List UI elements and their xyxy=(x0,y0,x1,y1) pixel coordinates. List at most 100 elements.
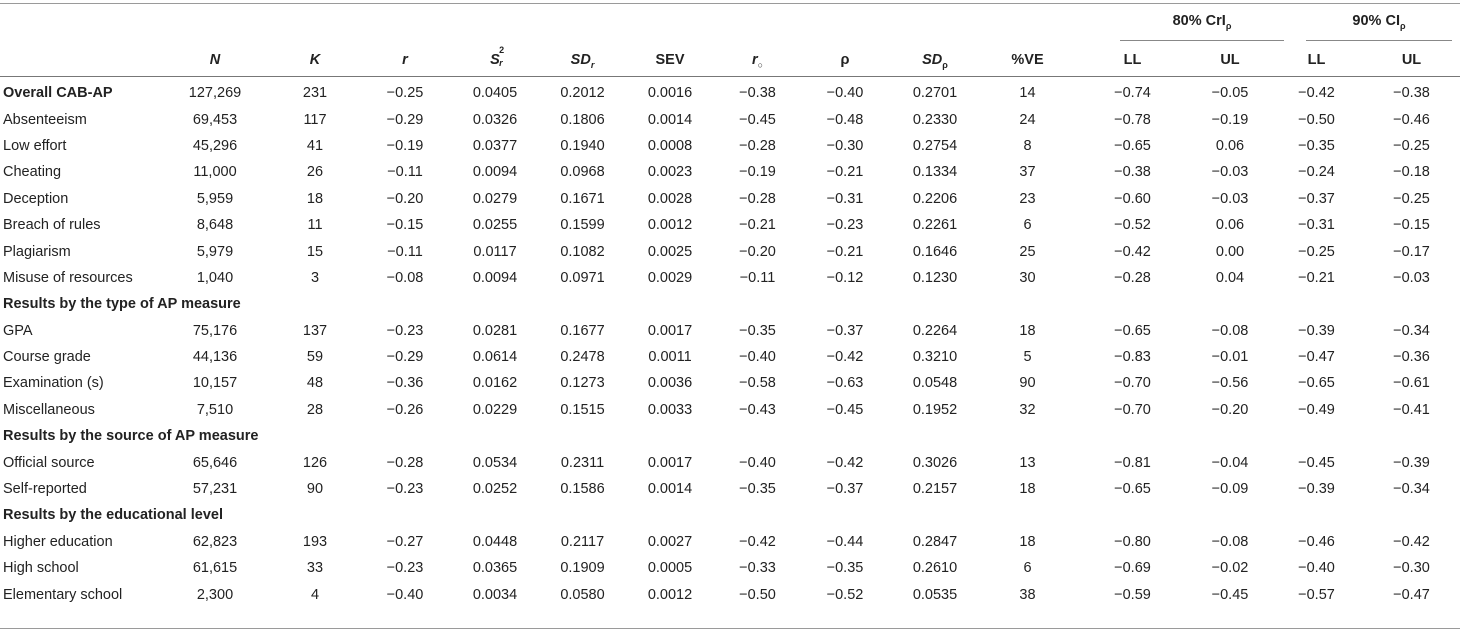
table-cell: −0.37 xyxy=(1298,190,1335,207)
table-cell: −0.03 xyxy=(1393,269,1430,286)
table-cell: −0.61 xyxy=(1393,375,1430,392)
table-cell: 0.1646 xyxy=(912,243,958,260)
row-label: Breach of rules xyxy=(3,217,101,234)
table-cell: −0.25 xyxy=(1298,243,1335,260)
credibility-interval-header: 80% CrIρ xyxy=(1172,13,1232,31)
table-cell: −0.20 xyxy=(739,243,776,260)
table-cell: 0.0033 xyxy=(647,401,693,418)
table-cell: 0.2261 xyxy=(912,217,958,234)
table-cell: 0.04 xyxy=(1215,269,1245,286)
table-cell: −0.42 xyxy=(826,454,864,471)
table-cell: 0.00 xyxy=(1215,243,1245,260)
table-cell: 0.2206 xyxy=(912,190,958,207)
table-cell: 0.0326 xyxy=(472,111,518,128)
table-cell: 0.0971 xyxy=(560,269,605,286)
table-cell: −0.42 xyxy=(1393,533,1430,550)
table-cell: 0.0548 xyxy=(912,375,958,392)
table-cell: 0.2847 xyxy=(912,533,958,550)
table-cell: −0.56 xyxy=(1211,375,1249,392)
table-cell: 0.0025 xyxy=(647,243,693,260)
table-cell: 0.0377 xyxy=(472,137,518,154)
table-cell: −0.19 xyxy=(739,164,776,181)
table-cell: −0.52 xyxy=(1114,217,1151,234)
row-label: Misuse of resources xyxy=(3,269,133,286)
table-cell: −0.20 xyxy=(1211,401,1249,418)
table-cell: 127,269 xyxy=(188,85,242,102)
table-cell: −0.70 xyxy=(1114,375,1151,392)
table-cell: 33 xyxy=(306,560,324,577)
table-cell: 137 xyxy=(302,322,328,339)
table-cell: 3 xyxy=(310,269,320,286)
section-label: Results by the educational level xyxy=(3,507,223,524)
table-cell: 0.1677 xyxy=(560,322,605,339)
table-cell: −0.42 xyxy=(739,533,776,550)
table-cell: 25 xyxy=(1019,243,1036,260)
table-cell: −0.27 xyxy=(386,533,424,550)
table-cell: −0.05 xyxy=(1211,85,1249,102)
table-cell: 18 xyxy=(1019,533,1036,550)
table-cell: 7,510 xyxy=(196,401,234,418)
table-cell: −0.31 xyxy=(1298,217,1335,234)
table-cell: 0.1952 xyxy=(912,401,958,418)
table-cell: −0.15 xyxy=(1393,217,1430,234)
table-row: Higher education 62,823 193 −0.27 0.0448 0.21… xyxy=(0,529,1460,555)
credibility-interval-rule xyxy=(1120,40,1284,41)
table-cell: 0.0016 xyxy=(647,85,693,102)
table-cell: 0.2701 xyxy=(912,85,958,102)
table-cell: −0.02 xyxy=(1211,560,1249,577)
table-cell: −0.08 xyxy=(386,269,424,286)
table-cell: −0.60 xyxy=(1114,190,1151,207)
table-cell: 23 xyxy=(1019,190,1036,207)
table-cell: −0.09 xyxy=(1211,481,1249,498)
table-cell: 0.2478 xyxy=(560,349,605,366)
table-cell: 0.0036 xyxy=(647,375,693,392)
table-cell: 0.3026 xyxy=(912,454,958,471)
header-k: K xyxy=(309,52,321,68)
table-cell: 0.0229 xyxy=(472,401,518,418)
table-row: Examination (s) 10,157 48 −0.36 0.0162 0.1273… xyxy=(0,370,1460,396)
table-cell: 6 xyxy=(1023,217,1032,234)
table-cell: 41 xyxy=(306,137,324,154)
table-cell: 0.06 xyxy=(1215,217,1245,234)
row-label: Examination (s) xyxy=(3,375,104,392)
table-cell: 0.1586 xyxy=(560,481,605,498)
table-cell: 5,979 xyxy=(196,243,234,260)
table-cell: 11 xyxy=(307,217,323,234)
table-cell: 0.0279 xyxy=(472,190,518,207)
table-cell: −0.23 xyxy=(826,217,864,234)
table-row: Absenteeism 69,453 117 −0.29 0.0326 0.1806 0.0… xyxy=(0,106,1460,132)
table-cell: −0.46 xyxy=(1393,111,1430,128)
section-header-row: Results by the educational level xyxy=(0,502,1460,528)
table-cell: −0.31 xyxy=(826,190,864,207)
table-cell: −0.34 xyxy=(1393,481,1430,498)
table-cell: −0.08 xyxy=(1211,533,1249,550)
table-cell: −0.40 xyxy=(826,85,864,102)
section-label: Results by the source of AP measure xyxy=(3,428,259,445)
table-cell: 0.0580 xyxy=(560,586,605,603)
table-row: Overall CAB-AP 127,269 231 −0.25 0.0405 0.201… xyxy=(0,76,1460,106)
table-cell: 0.1334 xyxy=(912,164,958,181)
table-cell: −0.40 xyxy=(1298,560,1335,577)
table-row: High school 61,615 33 −0.23 0.0365 0.1909 0.00… xyxy=(0,555,1460,581)
header-ci-ul: UL xyxy=(1401,52,1422,68)
table-cell: −0.15 xyxy=(386,217,424,234)
table-row: Course grade 44,136 59 −0.29 0.0614 0.2478 0.0… xyxy=(0,344,1460,370)
table-cell: −0.30 xyxy=(826,137,864,154)
table-cell: −0.65 xyxy=(1298,375,1335,392)
table-cell: 0.0162 xyxy=(472,375,518,392)
table-cell: −0.37 xyxy=(826,322,864,339)
table-cell: −0.11 xyxy=(387,243,423,260)
row-label: Miscellaneous xyxy=(3,401,95,418)
table-cell: 0.0012 xyxy=(647,217,693,234)
table-cell: 0.1940 xyxy=(560,137,605,154)
table-cell: 0.0252 xyxy=(472,481,518,498)
table-cell: 0.1082 xyxy=(560,243,605,260)
table-cell: 0.0005 xyxy=(647,560,693,577)
table-cell: 57,231 xyxy=(192,481,238,498)
table-cell: −0.57 xyxy=(1298,586,1335,603)
table-cell: 1,040 xyxy=(196,269,234,286)
table-cell: −0.42 xyxy=(1298,85,1335,102)
table-cell: −0.18 xyxy=(1393,164,1430,181)
table-cell: 0.1230 xyxy=(912,269,958,286)
table-cell: −0.25 xyxy=(1393,190,1430,207)
